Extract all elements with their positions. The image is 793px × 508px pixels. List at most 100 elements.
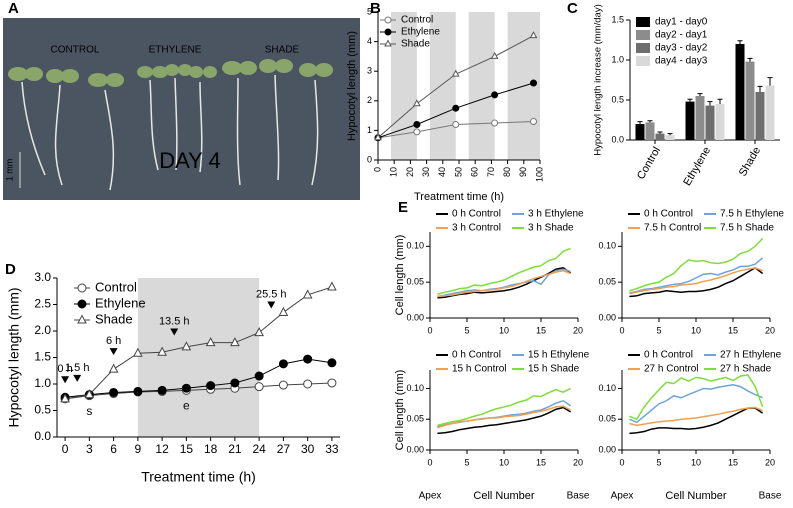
- y-tick-label: 0.10: [598, 241, 616, 251]
- marker: [303, 379, 313, 389]
- x-tick-label: 15: [180, 442, 194, 456]
- marker: [206, 381, 216, 391]
- y-tick-label: 0.05: [598, 414, 616, 424]
- photo-label: SHADE: [265, 45, 300, 56]
- y-tick-label: 0.0: [611, 134, 624, 144]
- panel-label: D: [5, 261, 16, 278]
- annotation-label: s: [86, 404, 92, 418]
- error-bar: [637, 121, 643, 124]
- error-bar: [767, 77, 773, 86]
- marker: [133, 347, 143, 357]
- seedling-leaves: [8, 59, 333, 87]
- marker: [77, 314, 87, 324]
- marker: [413, 128, 421, 136]
- bar: [745, 61, 755, 140]
- legend-label: 15 h Control: [452, 364, 506, 375]
- marker: [230, 337, 240, 347]
- panel-label: B: [370, 0, 381, 17]
- annotation-label: 13.5 h: [159, 315, 190, 327]
- marker: [254, 327, 264, 337]
- marker: [109, 387, 119, 397]
- x-axis-label: Cell Number: [473, 490, 534, 502]
- photo-label: ETHYLENE: [149, 45, 202, 56]
- error-bar: [667, 133, 673, 136]
- x-tick-label: 5: [656, 457, 661, 467]
- y-axis-label: Hypocotyl length (mm): [346, 31, 358, 141]
- x-tick-label: 5: [464, 457, 469, 467]
- x-tick-label: 3: [86, 442, 93, 456]
- y-tick-label: 0.10: [598, 383, 616, 393]
- legend-label: day4 - day3: [655, 56, 708, 67]
- seedling-roots: [21, 74, 319, 191]
- x-tick-label: 9: [135, 442, 142, 456]
- annotation-arrow: [61, 376, 70, 384]
- bar: [765, 85, 775, 140]
- annotation-label: 6 h: [106, 335, 121, 347]
- annotation-label: 1.5 h: [65, 362, 89, 374]
- annotation-arrow: [73, 374, 82, 382]
- legend-swatch: [636, 43, 650, 53]
- x-tick-label: 70: [486, 167, 496, 177]
- annotation-arrow: [267, 301, 276, 309]
- legend-label: Control: [95, 279, 137, 294]
- x-tick-label: 30: [301, 442, 315, 456]
- shaded-period: [137, 278, 260, 437]
- x-tick-label: Ethylene: [681, 145, 713, 188]
- x-tick-label: 10: [499, 457, 509, 467]
- bar: [735, 44, 745, 140]
- x-tick-label: 20: [573, 325, 583, 335]
- legend-label: Ethylene: [95, 295, 146, 310]
- error-bar: [757, 85, 763, 92]
- x-tick-label: 5: [656, 325, 661, 335]
- x-tick-label: 15: [536, 457, 546, 467]
- annotation-label: e: [183, 399, 190, 413]
- y-tick-label: 1.0: [611, 54, 624, 64]
- series-line: [437, 387, 571, 427]
- x-tick-label: 10: [499, 325, 509, 335]
- y-tick-label: 4: [367, 36, 372, 46]
- marker: [384, 16, 392, 24]
- x-tick-label: 15: [536, 325, 546, 335]
- y-tick-label: 0.05: [598, 277, 616, 287]
- x-tick-label: 40: [437, 167, 447, 177]
- marker: [133, 386, 143, 396]
- marker: [77, 283, 87, 293]
- error-bar: [747, 57, 753, 62]
- y-tick-label: 1: [367, 125, 372, 135]
- legend-label: 3 h Control: [452, 223, 501, 234]
- legend-label: Control: [401, 15, 433, 26]
- x-tick-label: 20: [573, 457, 583, 467]
- legend-label: 0 h Control: [644, 350, 693, 361]
- marker: [490, 51, 499, 59]
- x-tick-label: 5: [464, 325, 469, 335]
- x-tick-label: 20: [405, 167, 415, 177]
- marker: [230, 378, 240, 388]
- legend-label: 0 h Control: [644, 209, 693, 220]
- x-tick-label: 0: [619, 325, 624, 335]
- error-bar: [687, 98, 693, 102]
- x-tick-label: 20: [765, 457, 775, 467]
- marker: [157, 385, 167, 395]
- marker: [384, 39, 392, 47]
- legend-label: 15 h Shade: [528, 364, 580, 375]
- y-axis-label: Hypocotyl length increase (mm/day): [593, 4, 604, 156]
- marker: [205, 337, 216, 347]
- marker: [181, 383, 191, 393]
- marker: [302, 289, 313, 299]
- x-tick-label: 18: [204, 442, 218, 456]
- legend-label: 27 h Shade: [720, 364, 772, 375]
- y-tick-label: 1.0: [34, 376, 51, 390]
- x-tick-label: 0: [427, 457, 432, 467]
- y-tick-label: 0.00: [598, 312, 616, 322]
- legend-label: 7.5 h Ethylene: [720, 209, 784, 220]
- annotation-arrow: [109, 348, 118, 356]
- annotation-label: 0 h: [57, 363, 72, 375]
- y-tick-label: 0.05: [406, 277, 424, 287]
- x-tick-label: 12: [155, 442, 169, 456]
- x-tick-label: 0: [619, 457, 624, 467]
- legend-label: 3 h Shade: [528, 223, 574, 234]
- marker: [374, 133, 382, 141]
- marker: [491, 91, 499, 99]
- marker: [254, 371, 264, 381]
